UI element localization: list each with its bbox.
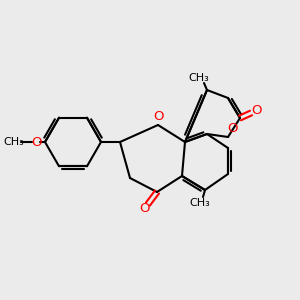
Text: O: O xyxy=(251,104,261,118)
Text: O: O xyxy=(227,122,237,136)
Text: CH₃: CH₃ xyxy=(4,137,24,147)
Text: O: O xyxy=(153,110,163,122)
Text: CH₃: CH₃ xyxy=(189,73,209,83)
Text: CH₃: CH₃ xyxy=(190,198,210,208)
Text: O: O xyxy=(31,136,41,148)
Text: O: O xyxy=(139,202,149,215)
